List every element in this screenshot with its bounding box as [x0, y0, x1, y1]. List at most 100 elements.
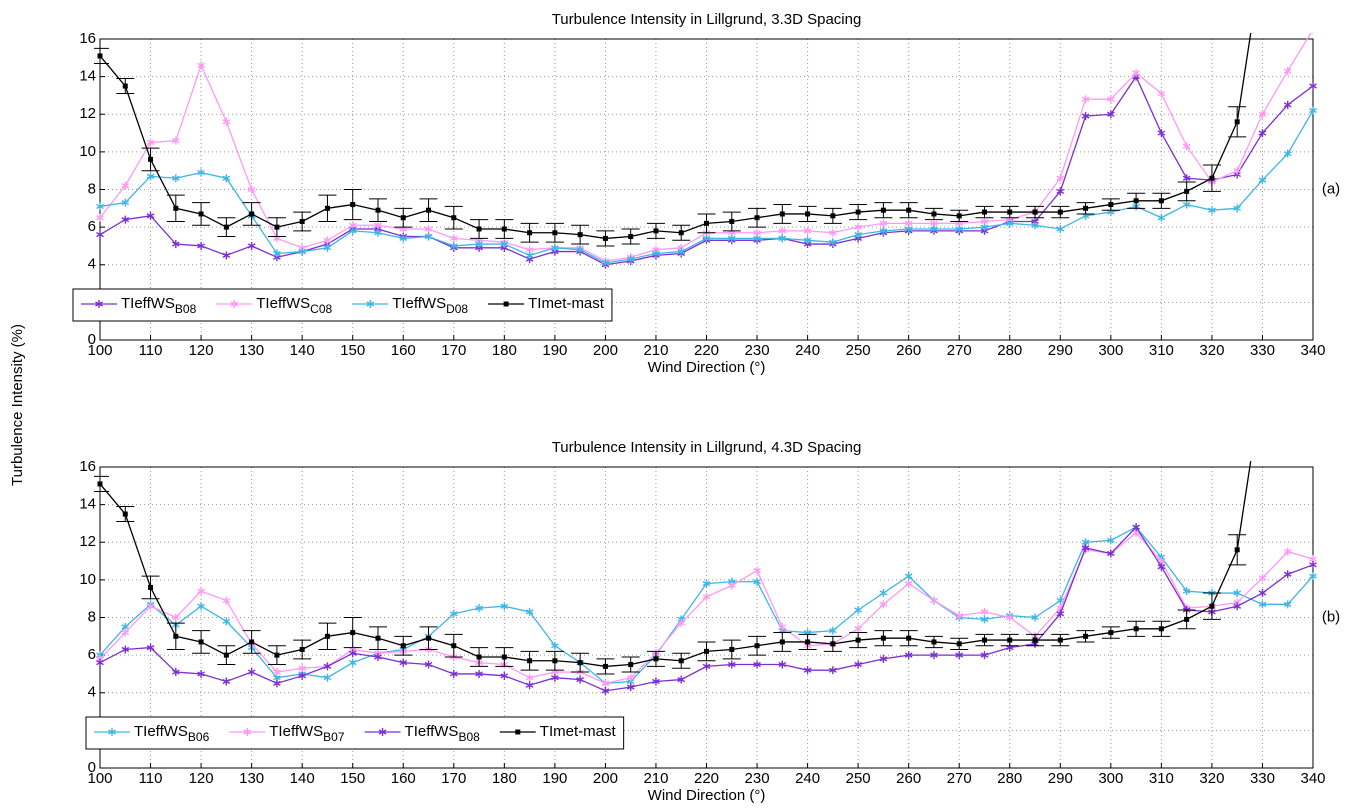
point	[350, 630, 356, 636]
point	[930, 651, 938, 660]
point	[930, 596, 938, 605]
x-tick-label: 140	[290, 770, 315, 787]
point	[525, 607, 534, 616]
point	[805, 639, 811, 645]
point	[980, 615, 989, 624]
legend-subscript: B08	[175, 302, 197, 316]
point	[1283, 149, 1292, 158]
point	[273, 668, 281, 677]
annotation: (a)	[1322, 180, 1340, 197]
point	[222, 617, 231, 626]
point	[375, 207, 381, 213]
x-tick-label: 100	[87, 342, 112, 359]
point	[854, 230, 862, 239]
point	[323, 236, 332, 245]
point	[197, 168, 205, 177]
point	[1258, 589, 1267, 598]
legend-frame	[85, 716, 625, 750]
point	[525, 681, 534, 690]
point	[1182, 142, 1191, 151]
point	[424, 660, 433, 669]
point	[677, 675, 686, 684]
point	[323, 243, 332, 252]
point	[222, 677, 231, 686]
legend-marker	[243, 728, 252, 736]
chart-title: Turbulence Intensity in Lillgrund, 3.3D …	[552, 11, 862, 28]
point	[273, 249, 281, 258]
point	[1032, 209, 1038, 215]
point	[1032, 637, 1038, 643]
y-tick-label: 16	[79, 30, 96, 47]
legend-label: TImet-mast	[540, 723, 617, 740]
point	[1106, 549, 1115, 558]
point	[702, 234, 711, 243]
legend-label: TIeffWSD08	[392, 295, 468, 316]
point	[1209, 603, 1215, 609]
x-tick-label: 110	[139, 342, 163, 359]
point	[1056, 174, 1065, 183]
point	[146, 138, 155, 147]
point	[729, 218, 735, 224]
point	[678, 658, 684, 664]
point	[1283, 570, 1292, 579]
point	[551, 641, 559, 650]
point	[171, 174, 180, 183]
point	[274, 652, 280, 658]
legend-frame	[72, 288, 613, 322]
point	[146, 643, 155, 652]
point	[1234, 547, 1240, 553]
x-tick-label: 240	[795, 342, 820, 359]
point	[1209, 175, 1215, 181]
point	[652, 249, 660, 258]
point	[1184, 616, 1190, 622]
chart-title: Turbulence Intensity in Lillgrund, 4.3D …	[552, 439, 862, 456]
point	[577, 232, 583, 238]
point	[222, 251, 231, 260]
point	[97, 481, 103, 487]
point	[551, 243, 559, 252]
point	[500, 671, 509, 680]
point	[677, 619, 686, 628]
legend-subscript: D08	[446, 302, 468, 316]
point	[1233, 204, 1242, 213]
point	[198, 211, 204, 217]
point	[298, 247, 307, 256]
point	[727, 581, 736, 590]
legend-subscript: B08	[458, 730, 480, 744]
point	[779, 639, 785, 645]
point	[1007, 637, 1013, 643]
x-tick-label: 200	[593, 342, 618, 359]
legend-name: TImet-mast	[540, 723, 617, 740]
point	[626, 673, 635, 682]
point	[500, 602, 509, 611]
point	[527, 658, 533, 664]
point	[249, 639, 255, 645]
point	[552, 230, 558, 236]
point	[1106, 110, 1115, 119]
y-tick-label: 8	[88, 608, 96, 625]
point	[981, 209, 987, 215]
point	[449, 609, 458, 618]
point	[171, 240, 180, 249]
y-tick-label: 14	[79, 68, 96, 85]
point	[146, 211, 155, 220]
point	[374, 221, 382, 230]
plot-area	[94, 461, 1317, 695]
x-tick-label: 230	[745, 770, 770, 787]
point	[803, 236, 812, 245]
point	[1081, 543, 1090, 552]
point	[197, 241, 205, 250]
point	[778, 622, 787, 631]
point	[1005, 219, 1014, 228]
point	[753, 660, 761, 669]
point	[854, 605, 862, 614]
y-tick-label: 10	[79, 571, 96, 588]
point	[1233, 602, 1242, 611]
legend-name: TIeffWS	[269, 723, 323, 740]
point	[601, 258, 610, 267]
point	[1056, 609, 1065, 618]
point	[222, 117, 231, 126]
point	[704, 648, 709, 654]
point	[601, 679, 610, 688]
